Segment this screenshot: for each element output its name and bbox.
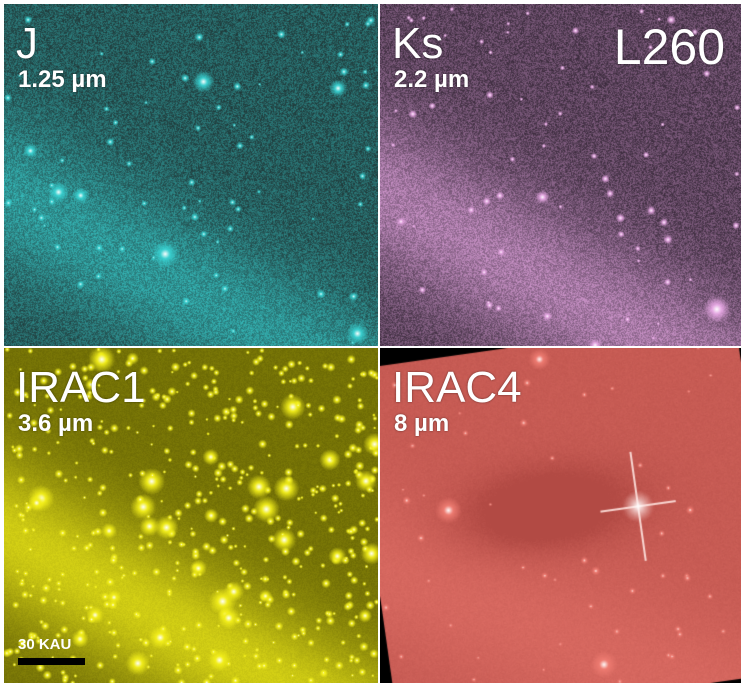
wavelength-label: 8 µm	[394, 410, 450, 437]
panel-irac4: IRAC4 8 µm	[380, 348, 741, 683]
panel-irac1: IRAC1 3.6 µm 30 KAU	[4, 348, 378, 683]
irac4-image	[380, 348, 741, 683]
panel-j-band: J 1.25 µm	[4, 4, 378, 346]
wavelength-label: 1.25 µm	[18, 66, 107, 93]
band-label: J	[16, 19, 38, 68]
wavelength-label: 2.2 µm	[394, 66, 470, 93]
scale-bar	[18, 658, 85, 665]
scale-bar-label: 30 KAU	[18, 636, 72, 653]
band-label: IRAC4	[392, 363, 522, 412]
panel-ks-band: Ks 2.2 µm L260	[380, 4, 741, 346]
band-label: IRAC1	[16, 363, 146, 412]
irac1-image	[4, 348, 378, 683]
j-band-image	[4, 4, 378, 346]
wavelength-label: 3.6 µm	[18, 410, 94, 437]
band-label: Ks	[392, 19, 444, 68]
ks-band-image	[380, 4, 741, 346]
object-name: L260	[613, 19, 725, 75]
